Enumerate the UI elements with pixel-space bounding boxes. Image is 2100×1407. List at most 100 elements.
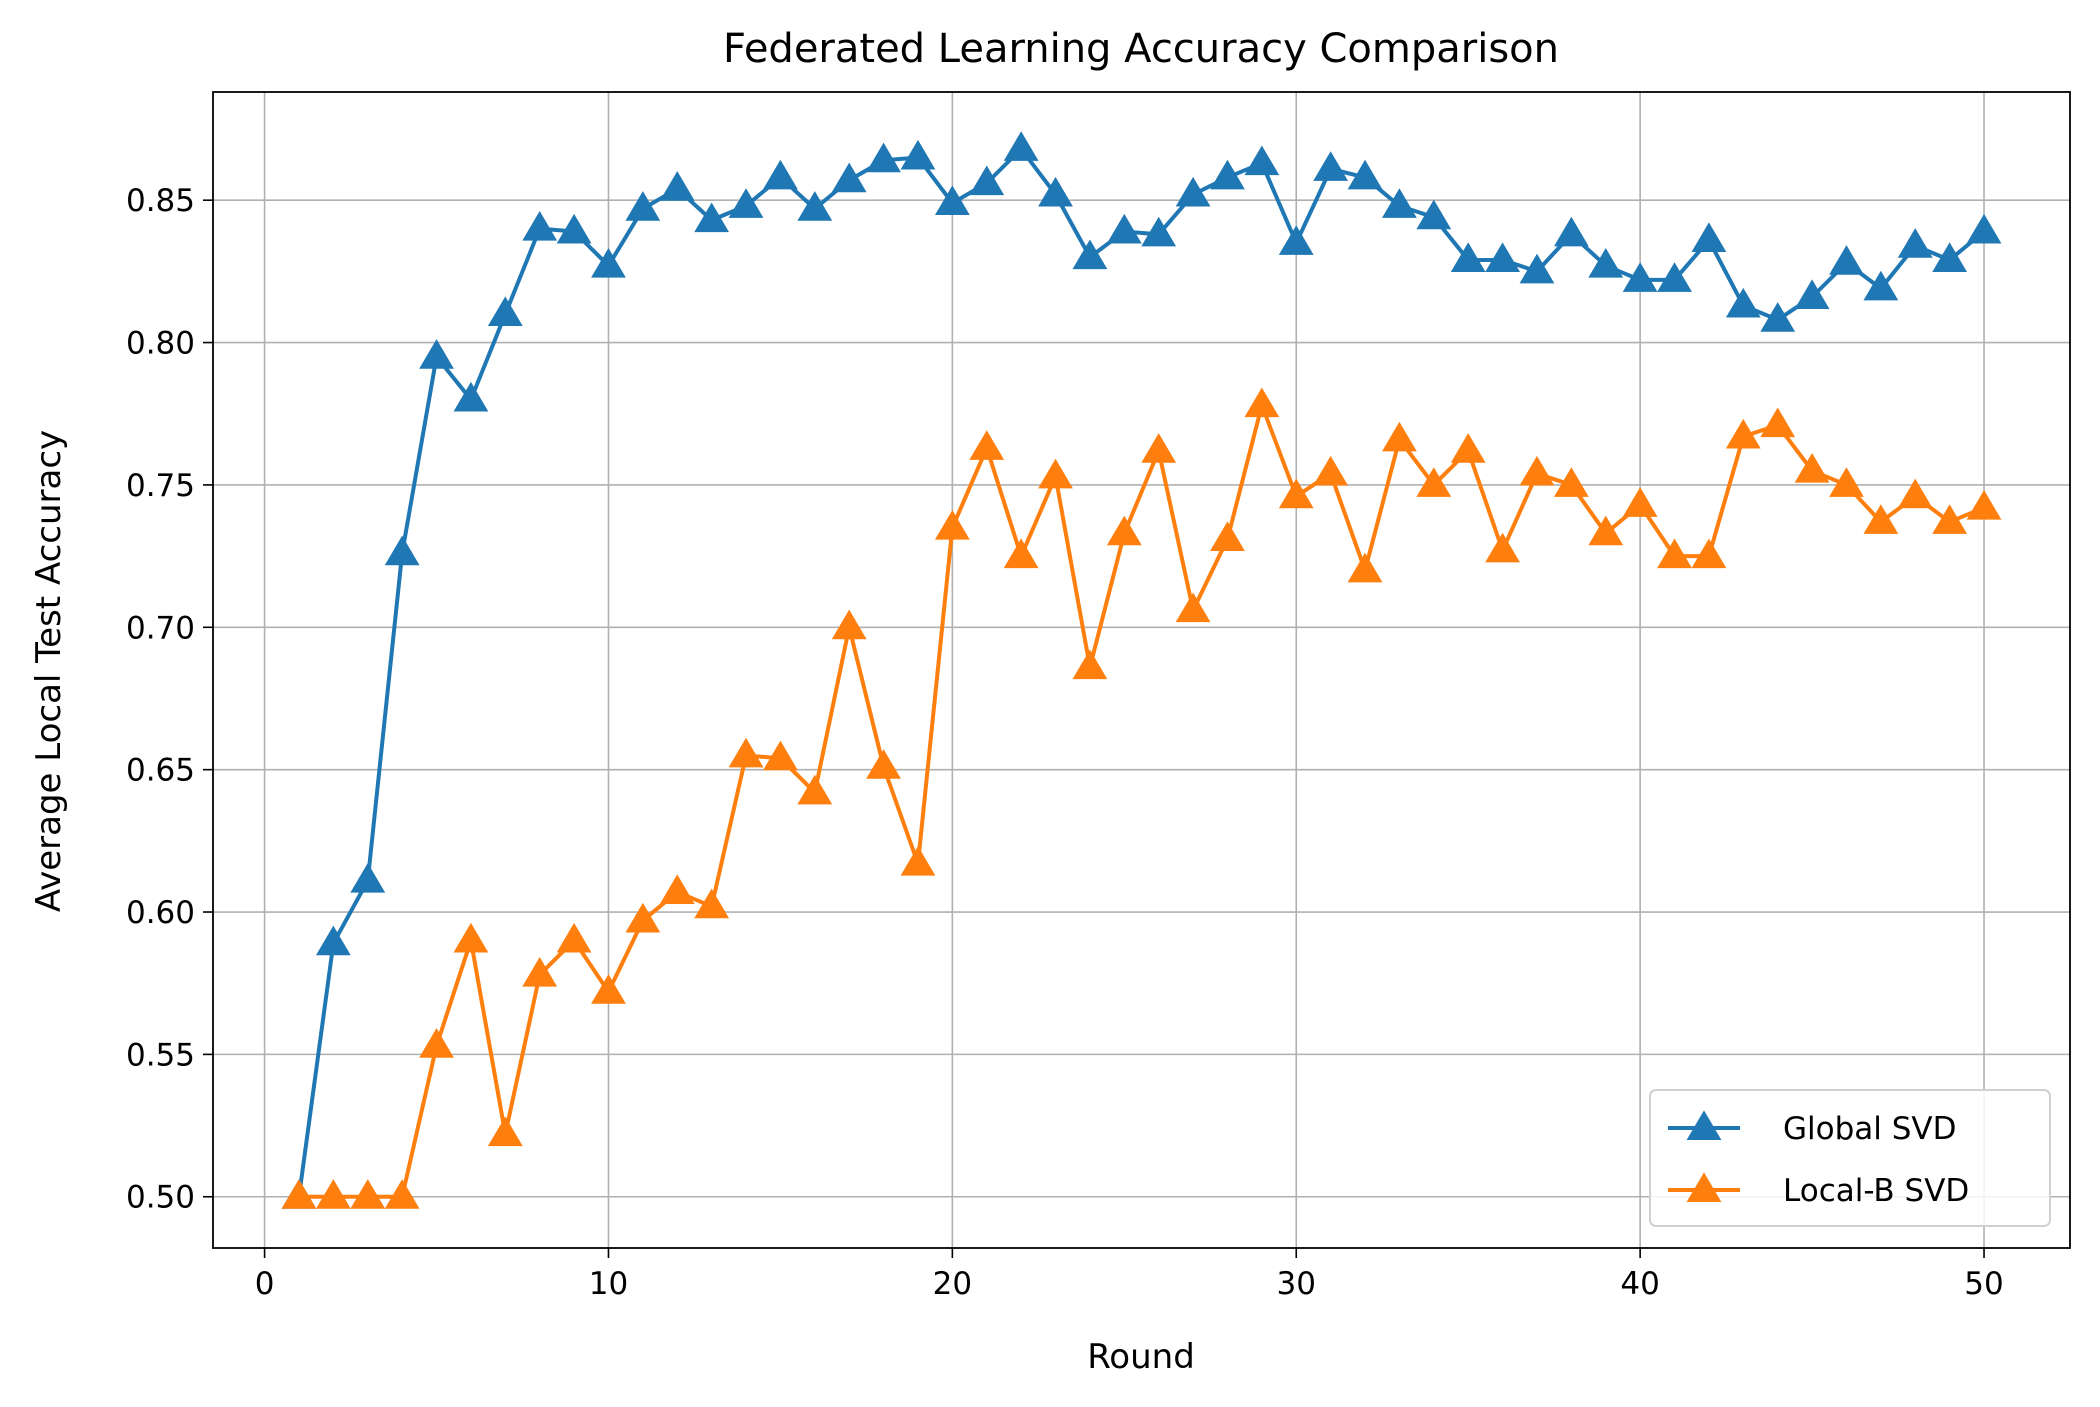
data-point [1897, 228, 1933, 258]
data-point [1416, 467, 1452, 497]
y-axis-label: Average Local Test Accuracy [29, 430, 69, 912]
y-tick-label: 0.60 [126, 895, 195, 931]
data-point [1244, 387, 1280, 418]
data-point [1072, 239, 1108, 270]
plot-frame [212, 91, 2071, 1249]
data-point [1588, 248, 1624, 278]
x-tick-label: 50 [1964, 1266, 2003, 1302]
data-point [1519, 455, 1555, 486]
data-point [1657, 262, 1692, 292]
data-point [1141, 216, 1177, 247]
data-point [831, 609, 867, 640]
data-point [625, 191, 661, 221]
data-point [1622, 262, 1658, 292]
data-point [797, 774, 833, 805]
data-point [659, 171, 695, 201]
data-point [1657, 538, 1692, 569]
data-point [866, 142, 901, 173]
data-point [728, 737, 764, 768]
data-point [522, 210, 558, 241]
data-point [1794, 453, 1830, 483]
data-point [315, 925, 351, 956]
data-point [1863, 504, 1899, 534]
data-point [1760, 407, 1796, 438]
data-point [1313, 455, 1349, 486]
data-point [1966, 490, 2002, 520]
legend: Global SVD Local-B SVD [1649, 1089, 2051, 1227]
legend-item-global-svd: Global SVD [1668, 1110, 1957, 1147]
data-point [694, 888, 730, 919]
data-point [1691, 222, 1727, 253]
data-point [591, 974, 626, 1004]
data-point [384, 1179, 420, 1209]
data-point [1932, 242, 1968, 272]
data-point [1141, 433, 1177, 463]
data-point [1553, 216, 1589, 247]
data-point [1450, 242, 1486, 272]
data-point [591, 248, 626, 278]
legend-label: Local-B SVD [1783, 1173, 1969, 1209]
x-tick-label: 10 [589, 1266, 628, 1302]
data-point [1588, 515, 1624, 546]
y-tick-label: 0.55 [126, 1037, 195, 1073]
data-point [934, 509, 970, 540]
data-point [1553, 467, 1589, 497]
data-point [659, 874, 695, 905]
data-point [694, 202, 730, 233]
data-point [487, 296, 523, 327]
data-point [1106, 515, 1142, 546]
data-point [1622, 487, 1658, 517]
data-point [763, 159, 798, 190]
data-point [1278, 225, 1314, 255]
data-point [1829, 467, 1864, 497]
data-point [1003, 538, 1039, 569]
data-point [350, 1179, 386, 1209]
data-point [1519, 253, 1555, 284]
data-point [1966, 213, 2002, 244]
data-point [763, 740, 798, 771]
data-point [969, 165, 1005, 196]
data-point [1932, 504, 1968, 534]
data-point [1725, 287, 1761, 318]
data-point [453, 922, 489, 953]
data-point [728, 188, 764, 218]
data-point [1794, 279, 1830, 309]
data-point [900, 845, 936, 876]
data-point [866, 749, 901, 779]
legend-box [1649, 1089, 2051, 1227]
data-point [419, 339, 454, 369]
y-tick-label: 0.65 [126, 753, 195, 789]
series-global-svd [281, 131, 2002, 1209]
x-tick-label: 0 [255, 1266, 275, 1302]
data-point [1210, 521, 1245, 551]
y-tick-label: 0.75 [126, 468, 195, 504]
series-local-b-svd [281, 387, 2002, 1209]
data-point [1485, 242, 1520, 272]
data-point [1313, 151, 1349, 181]
axis-ticks: 0 10 20 30 40 50 0.50 0.55 0.60 0.65 0.70 0.75 0.80 0… [126, 183, 2004, 1302]
data-point [797, 191, 833, 221]
data-point [1347, 159, 1383, 190]
data-point [350, 863, 386, 893]
legend-label: Global SVD [1783, 1111, 1957, 1147]
y-tick-label: 0.80 [126, 326, 195, 362]
data-point [1382, 421, 1417, 452]
data-point [487, 1116, 523, 1147]
data-point [1038, 176, 1073, 207]
data-point [1175, 176, 1211, 207]
data-point [1003, 131, 1039, 161]
data-point [831, 162, 867, 193]
data-point [1278, 478, 1314, 509]
data-point [1382, 188, 1417, 218]
data-point [1863, 270, 1899, 301]
data-point [1416, 199, 1452, 230]
data-point [969, 430, 1005, 460]
data-point [1106, 213, 1142, 244]
y-tick-label: 0.50 [126, 1180, 195, 1216]
data-point [1725, 418, 1761, 449]
x-tick-label: 40 [1620, 1266, 1659, 1302]
data-point [1829, 245, 1864, 275]
x-tick-label: 20 [933, 1266, 972, 1302]
